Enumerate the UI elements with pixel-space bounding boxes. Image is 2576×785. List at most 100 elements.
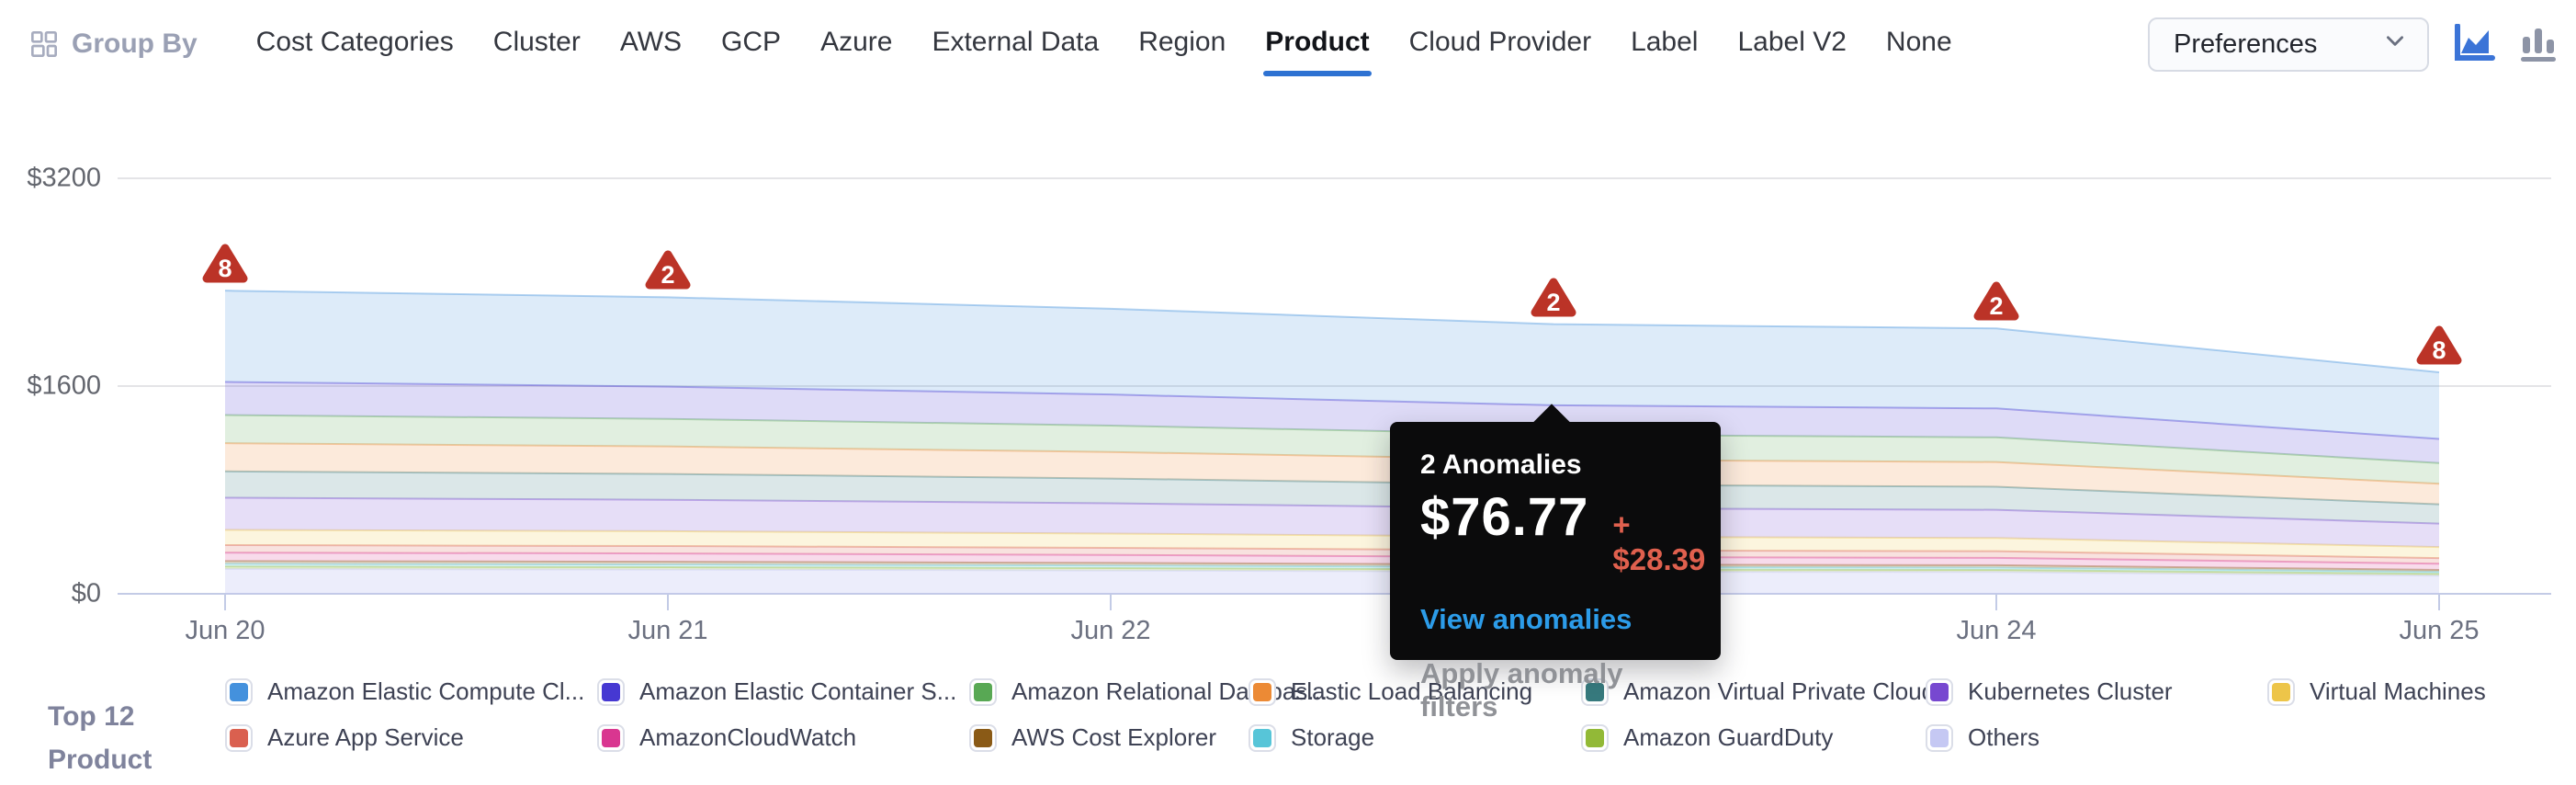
- legend-label: Others: [1968, 723, 2040, 751]
- group-by-tabs: Cost Categories Cluster AWS GCP Azure Externa…: [254, 27, 1954, 76]
- anomaly-marker-jun-21[interactable]: 2: [644, 248, 692, 291]
- tab-label[interactable]: Label: [1629, 27, 1700, 62]
- group-by-grid-icon: [29, 29, 59, 59]
- apply-anomaly-filters-link[interactable]: Apply anomaly filters: [1420, 657, 1623, 722]
- anomaly-marker-jun-24[interactable]: 2: [1972, 279, 2020, 323]
- area-chart-icon: [2453, 22, 2495, 65]
- tab-cost-categories[interactable]: Cost Categories: [254, 27, 456, 62]
- tooltip-anomaly-count: 2 Anomalies: [1420, 449, 1582, 480]
- legend-swatch-icon: [225, 723, 253, 752]
- area-band-top-edge: [224, 529, 2440, 549]
- anomaly-triangle-icon: 2: [1973, 281, 2019, 321]
- svg-text:8: 8: [2432, 336, 2446, 364]
- legend-item-amazon-elastic-compute-cl-[interactable]: Amazon Elastic Compute Cl...: [225, 677, 584, 706]
- tooltip-cost-value: $76.77: [1420, 487, 1589, 547]
- legend-item-azure-app-service[interactable]: Azure App Service: [225, 723, 464, 752]
- x-axis-tick-label: Jun 25: [2399, 616, 2480, 645]
- area-band-amazon-guardduty: [225, 566, 2439, 576]
- svg-text:8: 8: [218, 255, 232, 282]
- anomaly-triangle-icon: 8: [202, 244, 248, 283]
- tab-azure[interactable]: Azure: [819, 27, 894, 62]
- x-axis-tick-label: Jun 21: [627, 616, 708, 645]
- tab-cloud-provider[interactable]: Cloud Provider: [1407, 27, 1593, 62]
- svg-text:2: 2: [661, 261, 674, 289]
- legend-item-amazon-virtual-private-cloud[interactable]: Amazon Virtual Private Cloud: [1581, 677, 1935, 706]
- tab-label-v2[interactable]: Label V2: [1735, 27, 1847, 62]
- anomaly-marker-jun-23[interactable]: 2: [1530, 276, 1577, 319]
- anomaly-triangle-icon: 2: [1531, 278, 1576, 317]
- area-band-top-edge: [224, 552, 2440, 565]
- anomaly-marker-jun-25[interactable]: 8: [2415, 324, 2463, 367]
- legend-label: Amazon Elastic Compute Cl...: [267, 677, 585, 705]
- svg-text:2: 2: [1546, 289, 1560, 316]
- legend-swatch-icon: [1926, 677, 1953, 706]
- chart-canvas[interactable]: [0, 88, 2576, 662]
- legend-swatch-icon: [597, 677, 625, 706]
- legend-title-line2: Product: [48, 745, 153, 775]
- preferences-label: Preferences: [2174, 28, 2318, 59]
- area-band-amazon-elastic-compute-cl-: [225, 290, 2439, 439]
- legend-swatch-icon: [225, 677, 253, 706]
- legend-item-kubernetes-cluster[interactable]: Kubernetes Cluster: [1926, 677, 2173, 706]
- x-axis-tick-label: Jun 20: [185, 616, 266, 645]
- area-band-amazon-elastic-container-s-: [225, 381, 2439, 463]
- legend-item-virtual-machines[interactable]: Virtual Machines: [2267, 677, 2486, 706]
- legend-item-amazon-guardduty[interactable]: Amazon GuardDuty: [1581, 723, 1833, 752]
- tab-external-data[interactable]: External Data: [930, 27, 1101, 62]
- area-band-elastic-load-balancing: [225, 443, 2439, 505]
- anomaly-marker-jun-20[interactable]: 8: [201, 242, 249, 285]
- anomaly-tooltip: 2 Anomalies $76.77 + $28.39 View anomali…: [1390, 404, 1721, 722]
- legend-label: AWS Cost Explorer: [1011, 723, 1216, 751]
- area-band-top-edge: [224, 290, 2440, 374]
- header-right-controls: Preferences: [2148, 0, 2558, 88]
- y-axis-tick-label: $3200: [27, 163, 101, 193]
- preferences-dropdown[interactable]: Preferences: [2148, 17, 2429, 72]
- area-band-azure-app-service: [225, 545, 2439, 564]
- tab-cluster[interactable]: Cluster: [491, 27, 582, 62]
- legend-label: Storage: [1291, 723, 1375, 751]
- area-band-top-edge: [224, 442, 2440, 485]
- area-band-top-edge: [224, 381, 2440, 440]
- legend-label: AmazonCloudWatch: [639, 723, 857, 751]
- area-band-top-edge: [224, 563, 2440, 574]
- anomaly-triangle-icon: 2: [645, 250, 691, 290]
- legend-swatch-icon: [1926, 723, 1953, 752]
- bar-chart-toggle-button[interactable]: [2519, 24, 2558, 65]
- group-by-label: Group By: [72, 28, 198, 59]
- group-by-toolbar: Group By Cost Categories Cluster AWS GCP Azu…: [0, 0, 2576, 88]
- area-band-others: [225, 569, 2439, 594]
- legend-item-amazoncloudwatch[interactable]: AmazonCloudWatch: [597, 723, 856, 752]
- area-band-top-edge: [224, 565, 2440, 575]
- legend-item-aws-cost-explorer[interactable]: AWS Cost Explorer: [969, 723, 1216, 752]
- legend-swatch-icon: [1248, 677, 1276, 706]
- legend-label: Amazon Virtual Private Cloud: [1623, 677, 1936, 705]
- legend-label: Azure App Service: [267, 723, 464, 751]
- legend-item-storage[interactable]: Storage: [1248, 723, 1374, 752]
- legend-item-elastic-load-balancing[interactable]: Elastic Load Balancing: [1248, 677, 1532, 706]
- tab-gcp[interactable]: GCP: [719, 27, 783, 62]
- view-anomalies-link[interactable]: View anomalies: [1420, 603, 1633, 635]
- area-chart-toggle-button[interactable]: [2453, 22, 2495, 65]
- legend-swatch-icon: [969, 677, 997, 706]
- area-band-top-edge: [224, 568, 2440, 577]
- legend-swatch-icon: [1581, 723, 1609, 752]
- legend-label: Kubernetes Cluster: [1968, 677, 2173, 705]
- tab-aws[interactable]: AWS: [618, 27, 684, 62]
- y-axis-tick-label: $0: [71, 578, 101, 609]
- area-band-top-edge: [224, 496, 2440, 525]
- legend-title: Top 12 Product: [48, 695, 152, 781]
- tab-region[interactable]: Region: [1136, 27, 1227, 62]
- tab-none[interactable]: None: [1884, 27, 1954, 62]
- legend-item-others[interactable]: Others: [1926, 723, 2039, 752]
- area-band-top-edge: [224, 414, 2440, 464]
- tab-product[interactable]: Product: [1263, 27, 1372, 76]
- area-band-kubernetes-cluster: [225, 497, 2439, 548]
- legend-label: Virtual Machines: [2310, 677, 2486, 705]
- legend-item-amazon-elastic-container-s-[interactable]: Amazon Elastic Container S...: [597, 677, 956, 706]
- legend-label: Amazon GuardDuty: [1623, 723, 1834, 751]
- legend-swatch-icon: [2267, 677, 2295, 706]
- bar-chart-icon: [2519, 24, 2558, 65]
- chevron-down-icon: [2383, 28, 2407, 60]
- area-band-storage: [225, 563, 2439, 575]
